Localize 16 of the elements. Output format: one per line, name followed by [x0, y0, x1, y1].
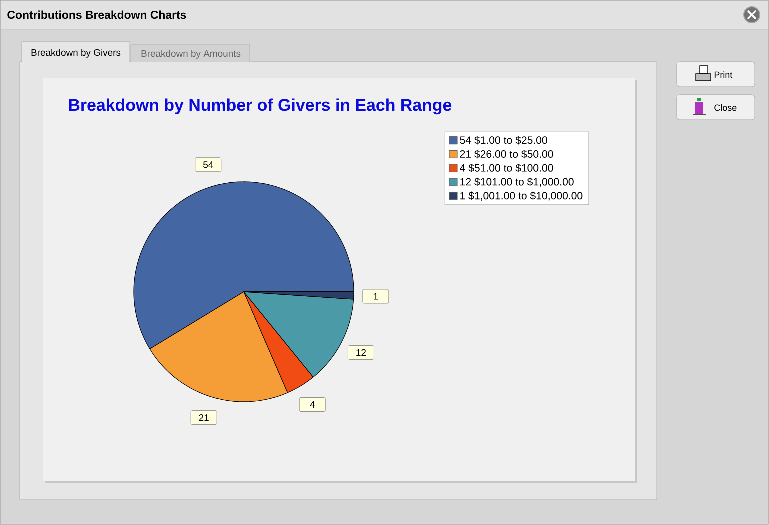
legend-label: 1 $1,001.00 to $10,000.00	[460, 192, 583, 201]
data-label: 54	[204, 162, 214, 168]
text: Breakdown by Givers	[32, 49, 121, 58]
legend-label: 4 $51.00 to $100.00	[460, 164, 554, 173]
data-label: 1	[374, 293, 378, 300]
chart-title: Breakdown by Number of Givers in Each Range	[69, 98, 452, 115]
text: Breakdown by Amounts	[142, 50, 241, 59]
legend-label: 12 $101.00 to $1,000.00	[460, 178, 574, 188]
data-label: 21	[199, 414, 209, 422]
text: Close	[714, 104, 737, 112]
data-label: 12	[356, 349, 366, 356]
text: Contributions Breakdown Charts	[8, 10, 186, 20]
text: Print	[714, 71, 733, 78]
data-label: 4	[310, 402, 315, 408]
legend-label: 54 $1.00 to $25.00	[460, 136, 548, 145]
legend-label: 21 $26.00 to $50.00	[460, 150, 554, 159]
